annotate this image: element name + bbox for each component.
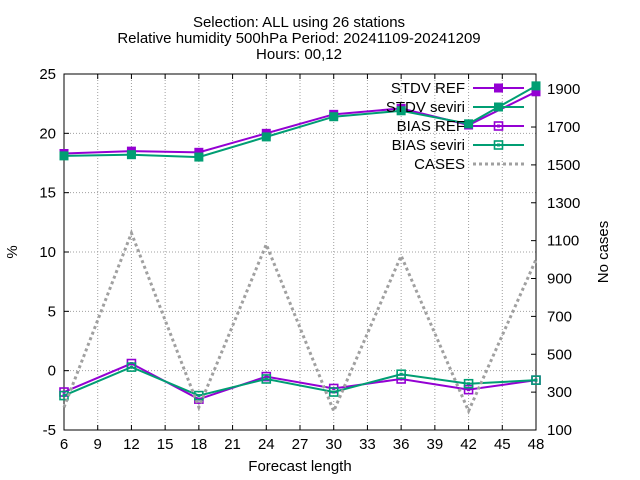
x-tick-label: 39 [427,436,444,453]
chart-title: Selection: ALL using 26 stations Relativ… [117,14,480,63]
x-tick-label: 21 [224,436,241,453]
data-point-stdv-seviri [464,119,474,129]
y2-tick-label: 1500 [547,157,580,174]
x-tick-label: 42 [460,436,477,453]
y2-tick-label: 300 [547,384,572,401]
legend-marker-stdv-ref [494,83,503,93]
x-tick-label: 30 [325,436,342,453]
y-tick-label: 10 [39,244,56,261]
y2-axis-label: No cases [595,221,612,284]
data-point-bias-seviri-dot [467,382,471,386]
series-line-stdv-seviri [63,84,537,159]
x-tick-label: 36 [393,436,410,453]
data-point-bias-seviri-dot [197,394,201,398]
data-point-stdv-seviri [329,112,339,122]
data-point-bias-seviri [396,369,406,380]
legend-marker-bias-seviri-dot [497,143,500,147]
legend-label-bias-ref: BIAS REF [397,118,465,135]
x-tick-label: 6 [60,436,68,453]
data-point-bias-seviri [531,375,541,385]
data-point-stdv-seviri [59,151,69,161]
y2-tick-label: 1100 [547,233,579,250]
x-tick-label: 33 [359,436,376,453]
x-tick-label: 18 [191,436,208,453]
legend-marker-stdv-seviri [494,102,503,112]
x-tick-label: 12 [123,436,140,453]
series-line-bias-ref [63,362,537,401]
axis-ticks: 6 9 12 15 18 21 24 27 30 33 36 39 42 45 48 -5 0 5 10 15 20 25… [39,66,580,453]
legend-marker-bias-ref-dot [497,124,500,128]
title-line-3: Hours: 00,12 [256,46,342,63]
y-axis-label: % [4,245,21,258]
x-tick-label: 24 [258,436,275,453]
series-line-bias-seviri [63,366,537,397]
data-point-bias-seviri-dot [264,377,268,381]
legend-label-cases: CASES [414,156,465,173]
legend-label-bias-seviri: BIAS seviri [392,137,465,154]
data-point-bias-seviri [328,387,339,397]
grid-lines [64,74,536,430]
data-point-bias-seviri-dot [129,365,133,369]
data-point-bias-seviri [261,374,272,384]
legend-marker-bias-seviri [493,140,504,150]
data-point-bias-seviri [126,362,137,372]
data-point-stdv-seviri [531,81,541,91]
data-point-bias-seviri [463,378,474,389]
data-point-stdv-seviri [126,150,136,160]
y-tick-label: 15 [39,185,56,202]
y-tick-label: -5 [43,422,56,439]
legend: STDV REF STDV seviri BIAS REF BIAS seviri CA… [386,80,524,173]
x-tick-label: 27 [292,436,309,453]
data-point-bias-seviri-dot [399,372,403,376]
x-axis-label: Forecast length [248,458,351,475]
data-point-stdv-seviri [396,106,406,116]
data-point-stdv-seviri [261,132,271,142]
legend-label-stdv-seviri: STDV seviri [386,99,465,116]
y2-tick-label: 1300 [547,195,580,212]
x-tick-label: 15 [157,436,174,453]
data-point-bias-ref [463,384,474,395]
y2-tick-label: 500 [547,346,572,363]
data-point-bias-seviri-dot [332,390,336,394]
x-tick-label: 9 [94,436,102,453]
y2-tick-label: 1700 [547,119,580,136]
series-line-cases [62,228,538,415]
data-point-bias-ref-dot [264,375,268,379]
x-tick-label: 48 [528,436,545,453]
title-line-1: Selection: ALL using 26 stations [193,14,405,31]
y-tick-label: 20 [39,125,56,142]
x-tick-label: 45 [494,436,511,453]
data-point-bias-seviri-dot [62,394,66,398]
data-point-bias-seviri-dot [534,378,538,382]
y2-tick-label: 100 [547,422,572,439]
title-line-2: Relative humidity 500hPa Period: 2024110… [117,30,480,47]
legend-label-stdv-ref: STDV REF [391,80,465,97]
data-point-stdv-seviri [194,152,204,162]
legend-marker-bias-ref [493,121,504,131]
y-tick-label: 5 [48,303,56,320]
y2-tick-label: 900 [547,271,572,288]
data-point-bias-ref-dot [467,388,471,392]
y-tick-label: 25 [39,66,56,83]
y2-tick-label: 700 [547,308,572,325]
series-layer [59,81,541,415]
y-tick-label: 0 [48,363,56,380]
y2-tick-label: 1900 [547,81,580,98]
